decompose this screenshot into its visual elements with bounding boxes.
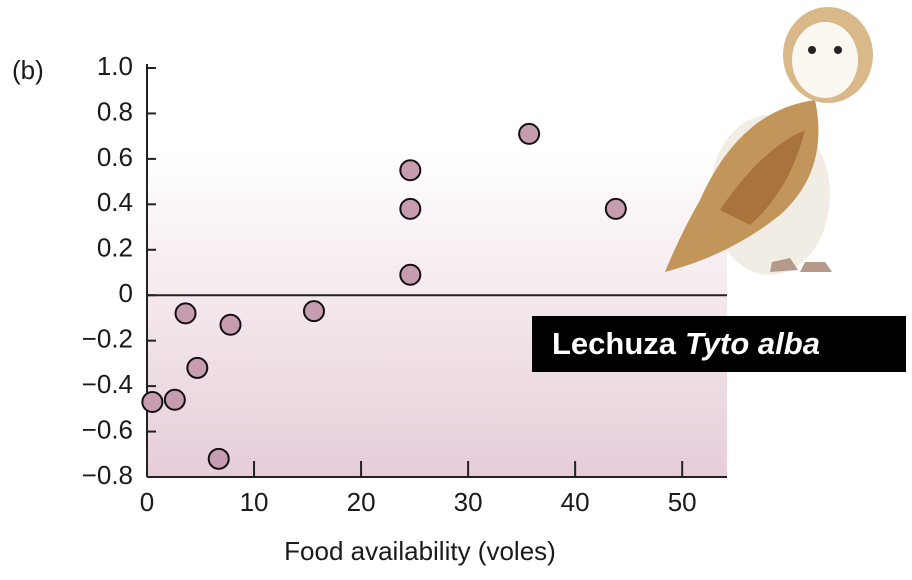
y-tick-label: 0.4 — [97, 187, 133, 217]
data-point — [518, 122, 541, 145]
x-tick-label: 50 — [668, 487, 697, 517]
y-tick-label: 0.2 — [97, 233, 133, 263]
y-tick-label: 0.8 — [97, 96, 133, 126]
data-point — [399, 263, 422, 286]
scientific-name: Tyto alba — [685, 326, 820, 361]
y-tick-label: 0 — [119, 278, 133, 308]
plot-background — [147, 150, 727, 477]
x-tick-label: 40 — [561, 487, 590, 517]
y-tick-label: −0.4 — [82, 369, 133, 399]
x-tick-label: 20 — [347, 487, 376, 517]
species-label: Lechuza Tyto alba — [552, 326, 820, 361]
y-tick-label: 0.6 — [97, 142, 133, 172]
data-point — [207, 447, 230, 470]
y-tick-label: −0.8 — [82, 460, 133, 490]
owl-illustration — [665, 7, 873, 275]
y-tick-label: 1.0 — [97, 51, 133, 81]
data-point — [174, 302, 197, 325]
data-point — [141, 391, 164, 414]
data-point — [302, 300, 325, 323]
x-tick-label: 10 — [240, 487, 269, 517]
x-tick-label: 30 — [454, 487, 483, 517]
label-box — [532, 316, 906, 372]
data-point — [163, 388, 186, 411]
x-axis-label: Food availability (voles) — [284, 536, 556, 566]
x-tick-label: 0 — [140, 487, 154, 517]
panel-label: (b) — [12, 55, 44, 85]
data-point — [186, 356, 209, 379]
data-point — [399, 197, 422, 220]
data-point — [604, 197, 627, 220]
data-point — [399, 159, 422, 182]
data-point — [219, 313, 242, 336]
common-name: Lechuza — [552, 326, 677, 361]
y-tick-label: −0.2 — [82, 324, 133, 354]
y-tick-label: −0.6 — [82, 414, 133, 444]
